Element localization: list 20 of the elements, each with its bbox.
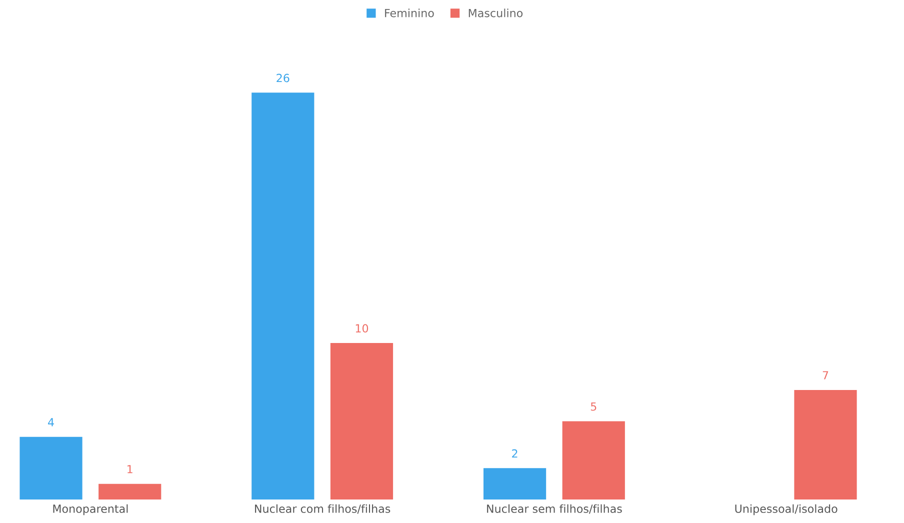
bar bbox=[562, 421, 625, 500]
data-label: 5 bbox=[590, 402, 596, 411]
data-label: 2 bbox=[512, 449, 518, 458]
data-label: 10 bbox=[356, 324, 368, 333]
bar bbox=[98, 484, 162, 500]
legend-label: Masculino bbox=[468, 8, 523, 18]
data-label: 7 bbox=[822, 371, 828, 380]
bar bbox=[252, 92, 314, 500]
x-tick-label: Monoparental bbox=[53, 504, 128, 516]
data-label: 26 bbox=[276, 74, 290, 82]
bar bbox=[483, 468, 546, 500]
data-label: 4 bbox=[48, 418, 54, 426]
x-tick-label: Nuclear sem filhos/filhas bbox=[487, 504, 622, 514]
x-tick-label: Unipessoal/isolado bbox=[735, 504, 838, 516]
data-label: 1 bbox=[128, 465, 132, 474]
x-tick-label: Nuclear com filhos/filhas bbox=[255, 504, 390, 514]
bar bbox=[20, 436, 82, 500]
bar bbox=[330, 343, 394, 500]
bar bbox=[794, 390, 857, 500]
legend-label: Feminino bbox=[385, 8, 434, 18]
